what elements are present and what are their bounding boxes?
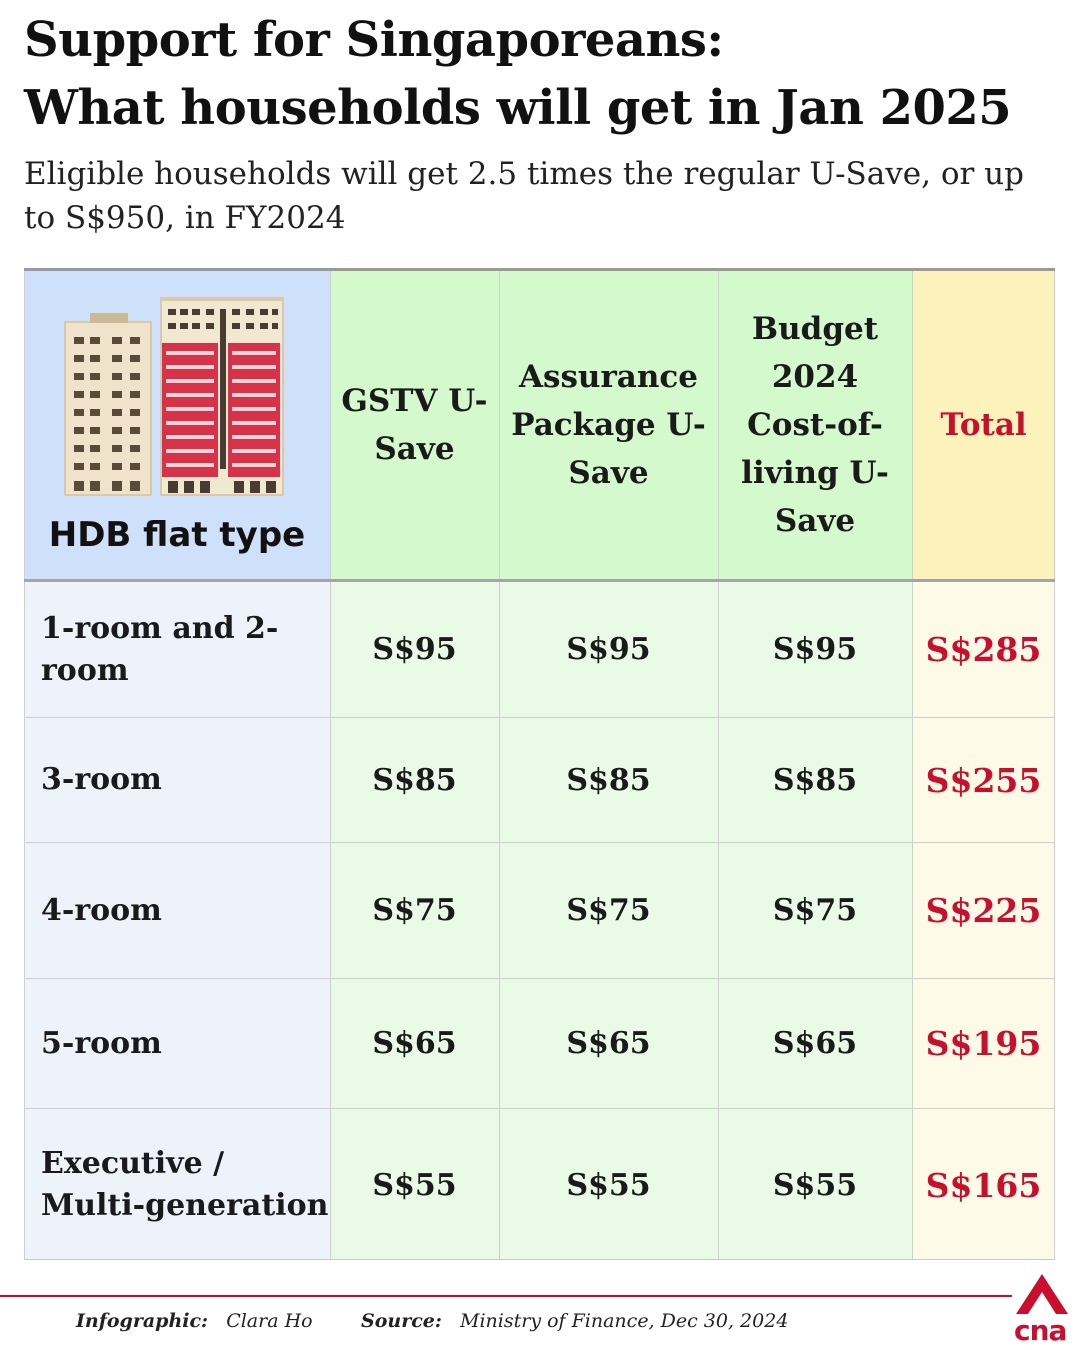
grid-line bbox=[718, 271, 719, 1259]
source-text: Ministry of Finance, Dec 30, 2024 bbox=[460, 1310, 789, 1332]
total-header-bg bbox=[912, 271, 1055, 581]
grid-line bbox=[499, 271, 500, 1259]
cna-logo-text: cna bbox=[1014, 1314, 1067, 1347]
row-label: 1-room and 2-room bbox=[41, 610, 279, 688]
page-title: Support for Singaporeans: What household… bbox=[24, 6, 1064, 142]
grid-line bbox=[912, 271, 913, 1259]
value-budget2024: S$85 bbox=[772, 762, 858, 798]
value-total: S$165 bbox=[925, 1165, 1042, 1205]
value-budget2024: S$65 bbox=[772, 1026, 858, 1061]
header-budget2024: Budget 2024 Cost-of-living U-Save bbox=[741, 311, 889, 539]
value-assurance: S$75 bbox=[566, 893, 651, 928]
value-gstv: S$75 bbox=[372, 893, 457, 928]
value-assurance: S$55 bbox=[566, 1167, 651, 1203]
row-label: 3-room bbox=[41, 762, 162, 797]
title-line-1: Support for Singaporeans: bbox=[24, 12, 724, 68]
hdb-flat-type-header: HDB flat type bbox=[48, 515, 306, 555]
value-gstv: S$65 bbox=[372, 1026, 457, 1061]
page-subtitle: Eligible households will get 2.5 times t… bbox=[24, 156, 1024, 236]
value-gstv: S$85 bbox=[372, 762, 457, 798]
source-label: Source: bbox=[361, 1310, 442, 1332]
row-label: 4-room bbox=[41, 892, 162, 928]
header-assurance: Assurance Package U-Save bbox=[511, 359, 706, 491]
row-divider bbox=[24, 717, 1055, 718]
value-assurance: S$95 bbox=[566, 632, 651, 667]
value-budget2024: S$95 bbox=[772, 632, 858, 667]
row-divider bbox=[24, 978, 1055, 979]
infographic-author: Clara Ho bbox=[226, 1310, 313, 1332]
value-gstv: S$95 bbox=[372, 632, 457, 667]
cna-logo-icon bbox=[1016, 1274, 1068, 1314]
value-gstv: S$55 bbox=[372, 1167, 457, 1203]
grid-line bbox=[24, 271, 25, 1259]
value-budget2024: S$75 bbox=[772, 893, 858, 928]
header-gstv: GSTV U-Save bbox=[341, 383, 488, 467]
row-label: 5-room bbox=[41, 1025, 162, 1061]
row-divider bbox=[24, 1108, 1055, 1109]
row-label: Executive / Multi-generation bbox=[41, 1146, 329, 1223]
value-total: S$225 bbox=[925, 891, 1042, 930]
row-divider bbox=[24, 842, 1055, 843]
usave-table: HDB flat type GSTV U-Save Assurance Pack… bbox=[24, 268, 1055, 1260]
value-total: S$195 bbox=[925, 1024, 1042, 1063]
value-budget2024: S$55 bbox=[772, 1167, 858, 1203]
footer-credit: Infographic: Clara Ho bbox=[76, 1310, 313, 1332]
hdb-buildings-icon bbox=[64, 297, 284, 496]
header-total: Total bbox=[940, 407, 1027, 443]
value-total: S$255 bbox=[925, 760, 1042, 800]
header-divider bbox=[24, 579, 1055, 582]
grid-line bbox=[1054, 271, 1055, 1259]
value-assurance: S$65 bbox=[566, 1026, 651, 1061]
green-header-bg bbox=[330, 271, 912, 581]
footer-source: Source: Ministry of Finance, Dec 30, 202… bbox=[361, 1310, 788, 1332]
footer-divider bbox=[0, 1295, 1012, 1297]
value-total: S$285 bbox=[925, 630, 1042, 669]
infographic-label: Infographic: bbox=[76, 1310, 209, 1332]
value-assurance: S$85 bbox=[566, 762, 651, 798]
title-line-2: What households will get in Jan 2025 bbox=[24, 80, 1012, 136]
grid-line bbox=[330, 271, 331, 1259]
